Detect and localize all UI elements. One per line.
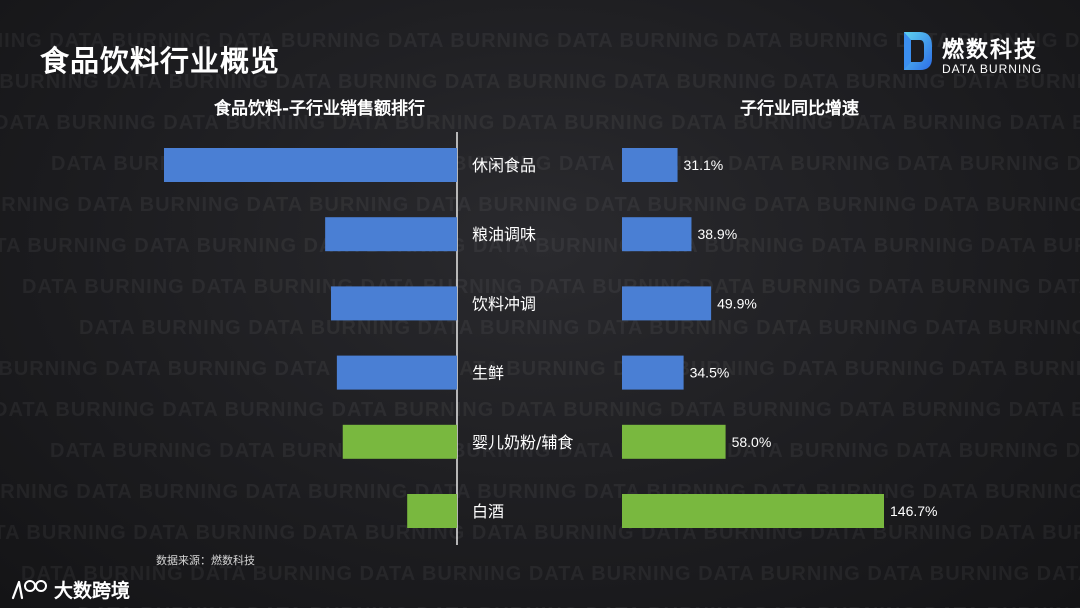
sales-bar-4 [342,424,457,459]
right-chart-title: 子行业同比增速 [740,99,859,119]
kuajing-logo-icon [11,580,47,600]
page-title: 食品饮料行业概览 [40,44,281,78]
growth-bar-1 [622,217,692,252]
logo-name: 燃数科技 [942,38,1039,63]
growth-bar-2 [622,286,712,321]
category-label-0: 休闲食品 [472,156,536,175]
data-burning-logo-icon [904,32,932,70]
growth-value-label-4: 58.0% [732,434,772,450]
growth-bar-5 [622,494,884,528]
growth-bar-4 [622,424,726,459]
category-label-1: 粮油调味 [472,225,536,244]
growth-value-label-1: 38.9% [697,226,737,242]
category-label-3: 生鲜 [472,364,504,383]
source-note: 数据来源：燃数科技 [156,554,255,567]
category-label-4: 婴儿奶粉/辅食 [472,433,573,452]
brand-logo: 燃数科技 DATA BURNING [900,28,1060,78]
footer-brand: 大数跨境 [10,574,170,604]
growth-bar-0 [622,148,678,182]
category-label-2: 饮料冲调 [472,294,536,313]
growth-value-label-2: 49.9% [717,295,757,311]
sales-bar-1 [325,217,457,252]
sales-bar-0 [164,148,457,182]
category-label-5: 白酒 [472,502,504,521]
growth-value-label-3: 34.5% [690,365,730,381]
growth-bar-3 [622,355,684,390]
sales-bar-2 [331,286,457,321]
sales-bar-3 [336,355,457,390]
left-chart-title: 食品饮料-子行业销售额排行 [214,99,426,119]
logo-subtitle: DATA BURNING [942,62,1043,76]
footer-brand-text: 大数跨境 [54,580,131,602]
growth-value-label-5: 146.7% [890,503,937,519]
growth-value-label-0: 31.1% [684,157,724,173]
sales-bar-5 [407,494,457,528]
